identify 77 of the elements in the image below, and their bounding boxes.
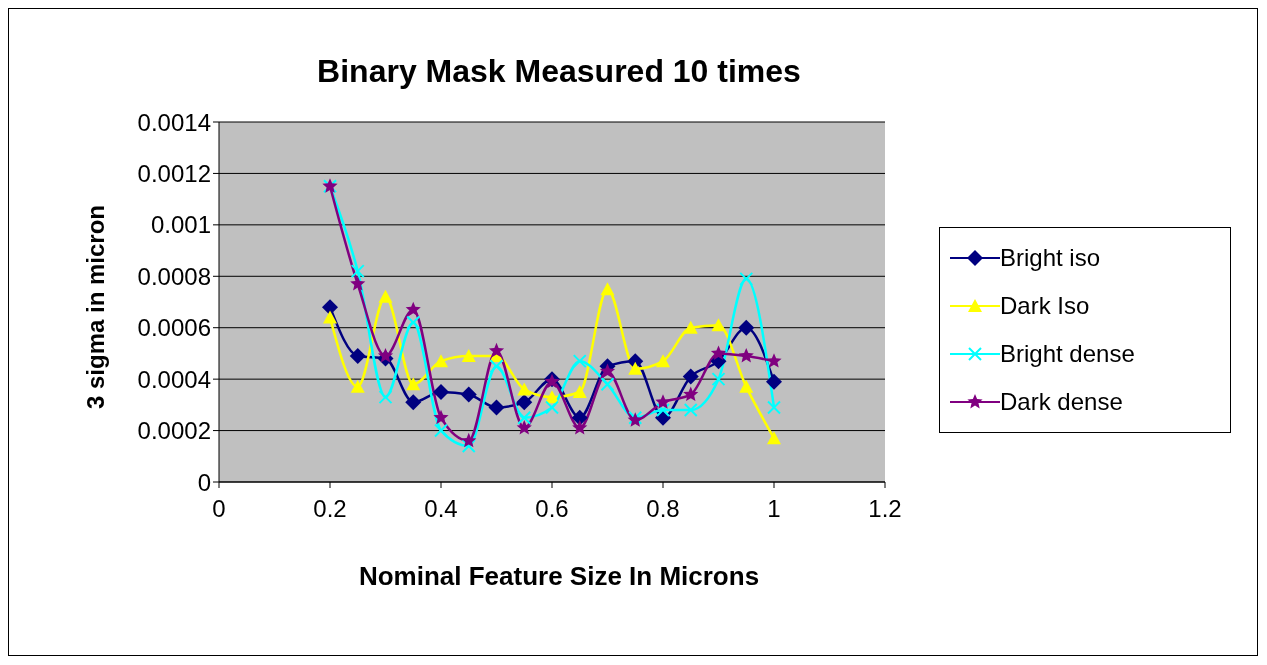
point bbox=[739, 271, 754, 286]
point bbox=[434, 354, 448, 368]
x-tick-label: 0.6 bbox=[535, 495, 569, 523]
y-tick-label: 0.0008 bbox=[137, 262, 211, 290]
point bbox=[628, 361, 643, 375]
point bbox=[600, 282, 615, 296]
point bbox=[349, 348, 366, 364]
x-tick-label: 0.8 bbox=[646, 495, 680, 523]
point bbox=[322, 299, 338, 316]
point bbox=[517, 410, 532, 425]
y-tick-label: 0 bbox=[197, 468, 211, 496]
y-tick-label: 0.001 bbox=[150, 211, 211, 239]
x-tick-label: 0.2 bbox=[313, 495, 347, 523]
legend-label: Bright dense bbox=[1000, 340, 1135, 368]
x-tick-label: 0.4 bbox=[424, 495, 458, 523]
point bbox=[350, 264, 365, 279]
legend-label: Dark Iso bbox=[1000, 292, 1090, 320]
y-tick-label: 0.0012 bbox=[137, 159, 211, 187]
y-tick-label: 0.0014 bbox=[137, 108, 211, 136]
chart-title: Binary Mask Measured 10 times bbox=[316, 53, 802, 90]
point bbox=[488, 342, 505, 358]
point bbox=[599, 363, 616, 378]
point bbox=[405, 394, 422, 411]
point bbox=[683, 386, 699, 402]
point bbox=[461, 349, 476, 362]
y-tick-label: 0.0002 bbox=[137, 417, 211, 445]
x-axis-title: Nominal Feature Size In Microns bbox=[357, 561, 761, 592]
point bbox=[683, 403, 698, 417]
point bbox=[406, 315, 421, 330]
point bbox=[683, 320, 698, 334]
point bbox=[350, 276, 366, 291]
point bbox=[572, 420, 588, 435]
point bbox=[711, 318, 726, 332]
point bbox=[405, 301, 421, 317]
point bbox=[488, 399, 505, 416]
point bbox=[738, 319, 755, 336]
legend-label: Dark dense bbox=[1000, 388, 1123, 416]
point bbox=[767, 400, 781, 415]
point bbox=[378, 390, 393, 405]
point bbox=[516, 394, 533, 411]
point bbox=[378, 289, 393, 303]
point bbox=[738, 348, 754, 363]
point bbox=[572, 354, 587, 369]
y-axis-title: 3 sigma in micron bbox=[82, 204, 110, 410]
point bbox=[350, 379, 365, 393]
point bbox=[323, 310, 337, 324]
point bbox=[406, 377, 421, 391]
point bbox=[461, 432, 477, 448]
x-tick-label: 1.2 bbox=[868, 495, 902, 523]
point bbox=[656, 403, 670, 417]
point bbox=[600, 377, 615, 392]
point bbox=[682, 368, 699, 385]
point bbox=[710, 345, 727, 360]
point bbox=[656, 354, 670, 368]
point bbox=[433, 409, 449, 425]
point bbox=[571, 409, 588, 426]
point bbox=[572, 385, 587, 398]
y-tick-label: 0.0004 bbox=[137, 365, 211, 393]
point bbox=[461, 439, 476, 453]
point bbox=[377, 348, 394, 363]
x-tick-label: 1 bbox=[767, 495, 781, 523]
y-tick-label: 0.0006 bbox=[137, 314, 211, 342]
point bbox=[489, 359, 504, 374]
point bbox=[545, 390, 559, 404]
point bbox=[739, 379, 754, 393]
legend-label: Bright iso bbox=[1000, 244, 1101, 272]
point bbox=[434, 423, 448, 438]
point bbox=[517, 382, 532, 396]
point bbox=[766, 373, 782, 390]
point bbox=[433, 384, 449, 400]
point bbox=[655, 394, 671, 409]
point bbox=[766, 353, 782, 368]
point bbox=[767, 431, 781, 445]
point bbox=[545, 400, 559, 415]
point bbox=[711, 372, 726, 387]
point bbox=[460, 386, 477, 403]
point bbox=[516, 420, 532, 435]
